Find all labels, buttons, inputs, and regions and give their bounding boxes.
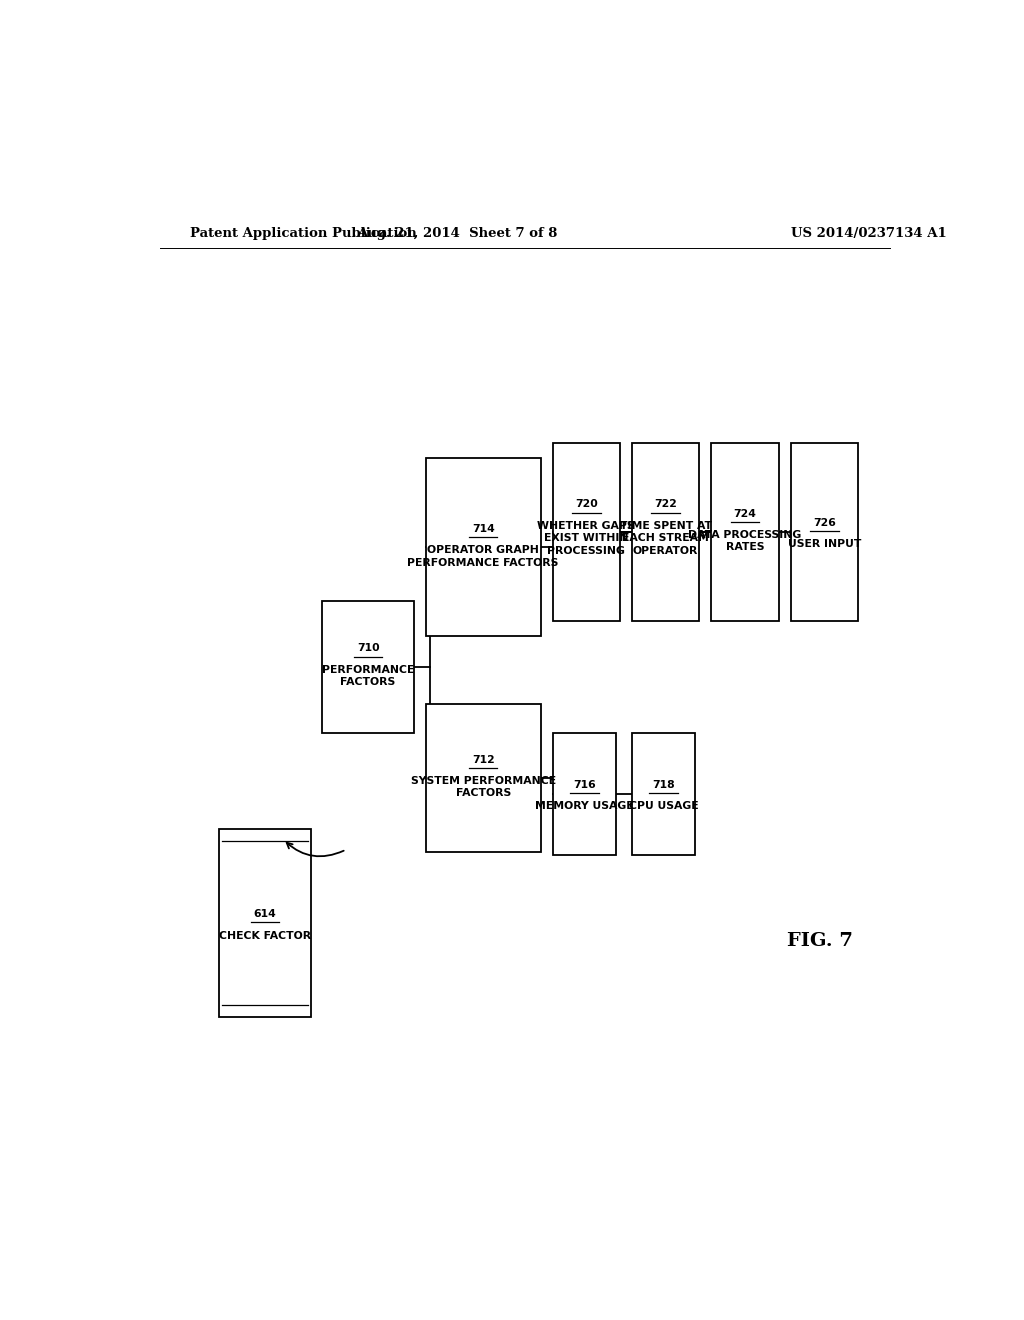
Text: 726: 726 [813, 517, 836, 528]
Text: 712: 712 [472, 755, 495, 764]
FancyBboxPatch shape [323, 601, 414, 733]
Text: 614: 614 [254, 909, 276, 919]
FancyBboxPatch shape [632, 444, 699, 620]
Text: USER INPUT: USER INPUT [787, 540, 861, 549]
Text: WHETHER GAPS
EXIST WITHIN
PROCESSING: WHETHER GAPS EXIST WITHIN PROCESSING [538, 521, 635, 556]
FancyBboxPatch shape [553, 733, 616, 854]
FancyBboxPatch shape [712, 444, 778, 620]
Text: MEMORY USAGE: MEMORY USAGE [535, 801, 634, 810]
Text: 724: 724 [733, 508, 757, 519]
Text: 722: 722 [654, 499, 677, 510]
Text: OPERATOR GRAPH
PERFORMANCE FACTORS: OPERATOR GRAPH PERFORMANCE FACTORS [408, 545, 559, 568]
Text: 716: 716 [573, 780, 596, 789]
Text: FIG. 7: FIG. 7 [786, 932, 853, 950]
Text: DATA PROCESSING
RATES: DATA PROCESSING RATES [688, 531, 802, 553]
FancyBboxPatch shape [553, 444, 620, 620]
Text: SYSTEM PERFORMANCE
FACTORS: SYSTEM PERFORMANCE FACTORS [411, 776, 556, 799]
Text: PERFORMANCE
FACTORS: PERFORMANCE FACTORS [322, 665, 415, 688]
FancyBboxPatch shape [632, 733, 695, 854]
Text: Aug. 21, 2014  Sheet 7 of 8: Aug. 21, 2014 Sheet 7 of 8 [357, 227, 557, 240]
Text: 720: 720 [574, 499, 598, 510]
FancyBboxPatch shape [219, 829, 310, 1018]
Text: CHECK FACTOR: CHECK FACTOR [219, 931, 311, 941]
Text: Patent Application Publication: Patent Application Publication [189, 227, 417, 240]
Text: 718: 718 [652, 780, 675, 789]
FancyBboxPatch shape [791, 444, 858, 620]
FancyBboxPatch shape [426, 458, 541, 636]
Text: US 2014/0237134 A1: US 2014/0237134 A1 [791, 227, 946, 240]
Text: TIME SPENT AT
EACH STREAM
OPERATOR: TIME SPENT AT EACH STREAM OPERATOR [620, 521, 712, 556]
Text: CPU USAGE: CPU USAGE [629, 801, 698, 810]
Text: 710: 710 [356, 643, 379, 653]
FancyBboxPatch shape [426, 704, 541, 851]
Text: 714: 714 [472, 524, 495, 533]
